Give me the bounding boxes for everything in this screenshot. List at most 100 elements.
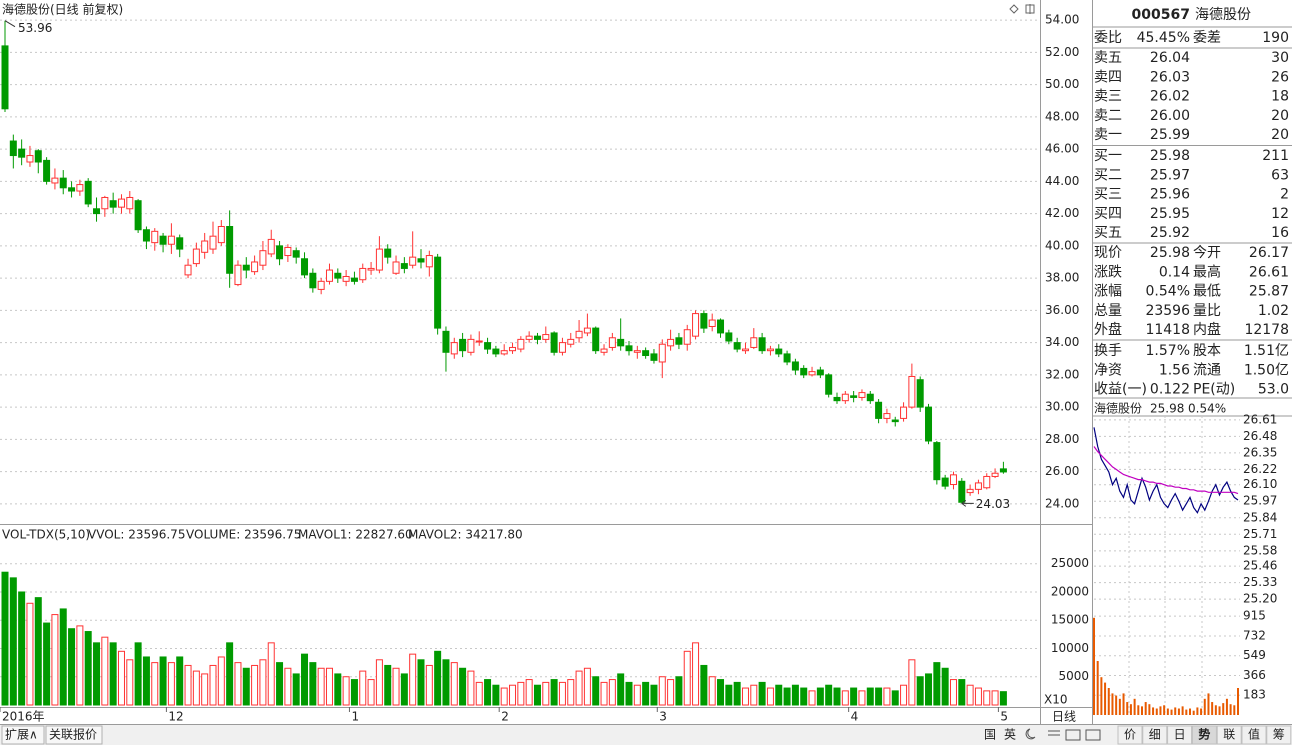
volume-bar <box>284 667 292 706</box>
intraday-header: 25.98 <box>1150 402 1184 416</box>
footer-tab[interactable] <box>1117 725 1143 745</box>
footer-tab-label[interactable]: 日 <box>1174 728 1186 742</box>
footer-tab-label[interactable]: 筹 <box>1273 728 1285 742</box>
volume-bar <box>891 690 899 706</box>
intraday-volume-bar <box>1093 617 1095 715</box>
intraday-volume-bar <box>1185 709 1188 715</box>
intraday-volume-bar <box>1203 698 1206 715</box>
candle-body <box>633 350 641 353</box>
intraday-volume-bar <box>1211 702 1214 715</box>
volume-bar <box>974 687 982 706</box>
candle-body <box>159 235 167 245</box>
volume-bar <box>583 667 591 706</box>
intraday-volume-bar <box>1222 703 1225 715</box>
footer-tab-label[interactable]: 细 <box>1149 728 1161 742</box>
y-tick-label: 40.00 <box>1045 238 1079 252</box>
volume-bar <box>908 659 916 706</box>
volume-bar <box>725 684 733 706</box>
volume-bar <box>983 690 991 706</box>
footer-tab[interactable] <box>1 725 45 745</box>
intraday-volume-bar <box>1192 710 1195 715</box>
y-tick-label: 915 <box>1243 609 1266 623</box>
candle-body <box>949 474 957 486</box>
quote-text: 买四 <box>1094 206 1122 222</box>
quote-text: 量比 <box>1193 303 1221 319</box>
candle-body <box>625 345 633 352</box>
volume-bar <box>9 577 17 706</box>
tool-button[interactable]: 英 <box>1004 728 1016 742</box>
chart-title: 海德股份(日线 前复权) <box>2 2 123 17</box>
footer-tab-label[interactable]: 值 <box>1248 727 1260 742</box>
x-tick-label: 12 <box>168 710 183 724</box>
footer-tab[interactable] <box>1167 725 1193 745</box>
footer-tab-label[interactable]: 扩展∧ <box>5 728 38 742</box>
quote-text: 26.17 <box>1249 245 1289 261</box>
volume-bar <box>1 571 9 706</box>
candle-body <box>68 187 76 192</box>
footer-tab[interactable] <box>1216 725 1242 745</box>
unit-label: X10 <box>1044 693 1068 707</box>
intraday-volume-bar <box>1237 688 1239 715</box>
quote-text: 23596 <box>1145 303 1190 319</box>
volume-bar <box>958 679 966 706</box>
candle-body <box>833 396 841 402</box>
intraday-volume-bar <box>1096 661 1099 715</box>
quote-text: 25.98 <box>1150 148 1190 164</box>
footer-tab[interactable] <box>1241 725 1267 745</box>
intraday-header: 海德股份 <box>1094 401 1142 416</box>
footer-tab-label[interactable]: 价 <box>1124 728 1136 742</box>
volume-bar <box>59 608 67 706</box>
candle-body <box>301 258 309 276</box>
volume-bar <box>226 642 234 706</box>
volume-bar <box>434 650 442 706</box>
volume-bar <box>525 679 533 706</box>
candle-body <box>325 269 333 282</box>
candle-body <box>958 480 966 503</box>
annotation-arrow <box>961 499 974 507</box>
quote-text: 1.56 <box>1159 362 1190 378</box>
quote-text: 1.51亿 <box>1244 343 1289 359</box>
volume-bar <box>176 656 184 706</box>
tool-icons <box>1025 728 1101 741</box>
volume-bar <box>34 597 42 706</box>
volume-bar <box>825 684 833 706</box>
candle-body <box>941 477 949 487</box>
volume-bar <box>467 670 475 706</box>
volume-bar <box>76 625 84 706</box>
y-tick-label: 25000 <box>1051 556 1089 570</box>
footer-tab[interactable] <box>1142 725 1168 745</box>
quote-text: 0.122 <box>1150 382 1190 398</box>
footer-tab[interactable] <box>1266 725 1292 745</box>
y-tick-label: 50.00 <box>1045 77 1079 91</box>
candle-body <box>783 353 791 363</box>
intraday-volume-bar <box>1177 708 1180 715</box>
candle-body <box>276 245 284 260</box>
tool-button[interactable]: 国 <box>984 728 996 742</box>
volume-bar <box>43 622 51 706</box>
volume-bar <box>126 659 134 706</box>
quote-text: 现价 <box>1094 245 1122 261</box>
footer-tab-label[interactable]: 关联报价 <box>49 727 97 742</box>
volume-bar <box>292 673 300 706</box>
footer-tab[interactable] <box>45 725 103 745</box>
footer-tab-label[interactable]: 联 <box>1223 728 1235 742</box>
volume-bar <box>509 684 517 706</box>
candle-body <box>267 238 275 255</box>
intraday-volume-bar <box>1144 702 1147 715</box>
footer-tab-label[interactable]: 势 <box>1198 727 1210 742</box>
volume-bar <box>68 628 76 706</box>
intraday-volume-bar <box>1141 706 1143 715</box>
intraday-volume-bar <box>1129 704 1132 715</box>
y-tick-label: 549 <box>1243 648 1266 662</box>
candle-body <box>43 159 51 182</box>
candle-body <box>167 235 175 245</box>
volume-bar <box>109 642 117 706</box>
footer-tab[interactable] <box>1191 725 1217 745</box>
volume-bar <box>600 681 608 706</box>
candle-body <box>567 338 575 345</box>
volume-bar <box>500 687 508 706</box>
volume-bar <box>517 681 525 706</box>
candle-body <box>999 468 1007 473</box>
quote-text: 25.97 <box>1150 167 1190 183</box>
